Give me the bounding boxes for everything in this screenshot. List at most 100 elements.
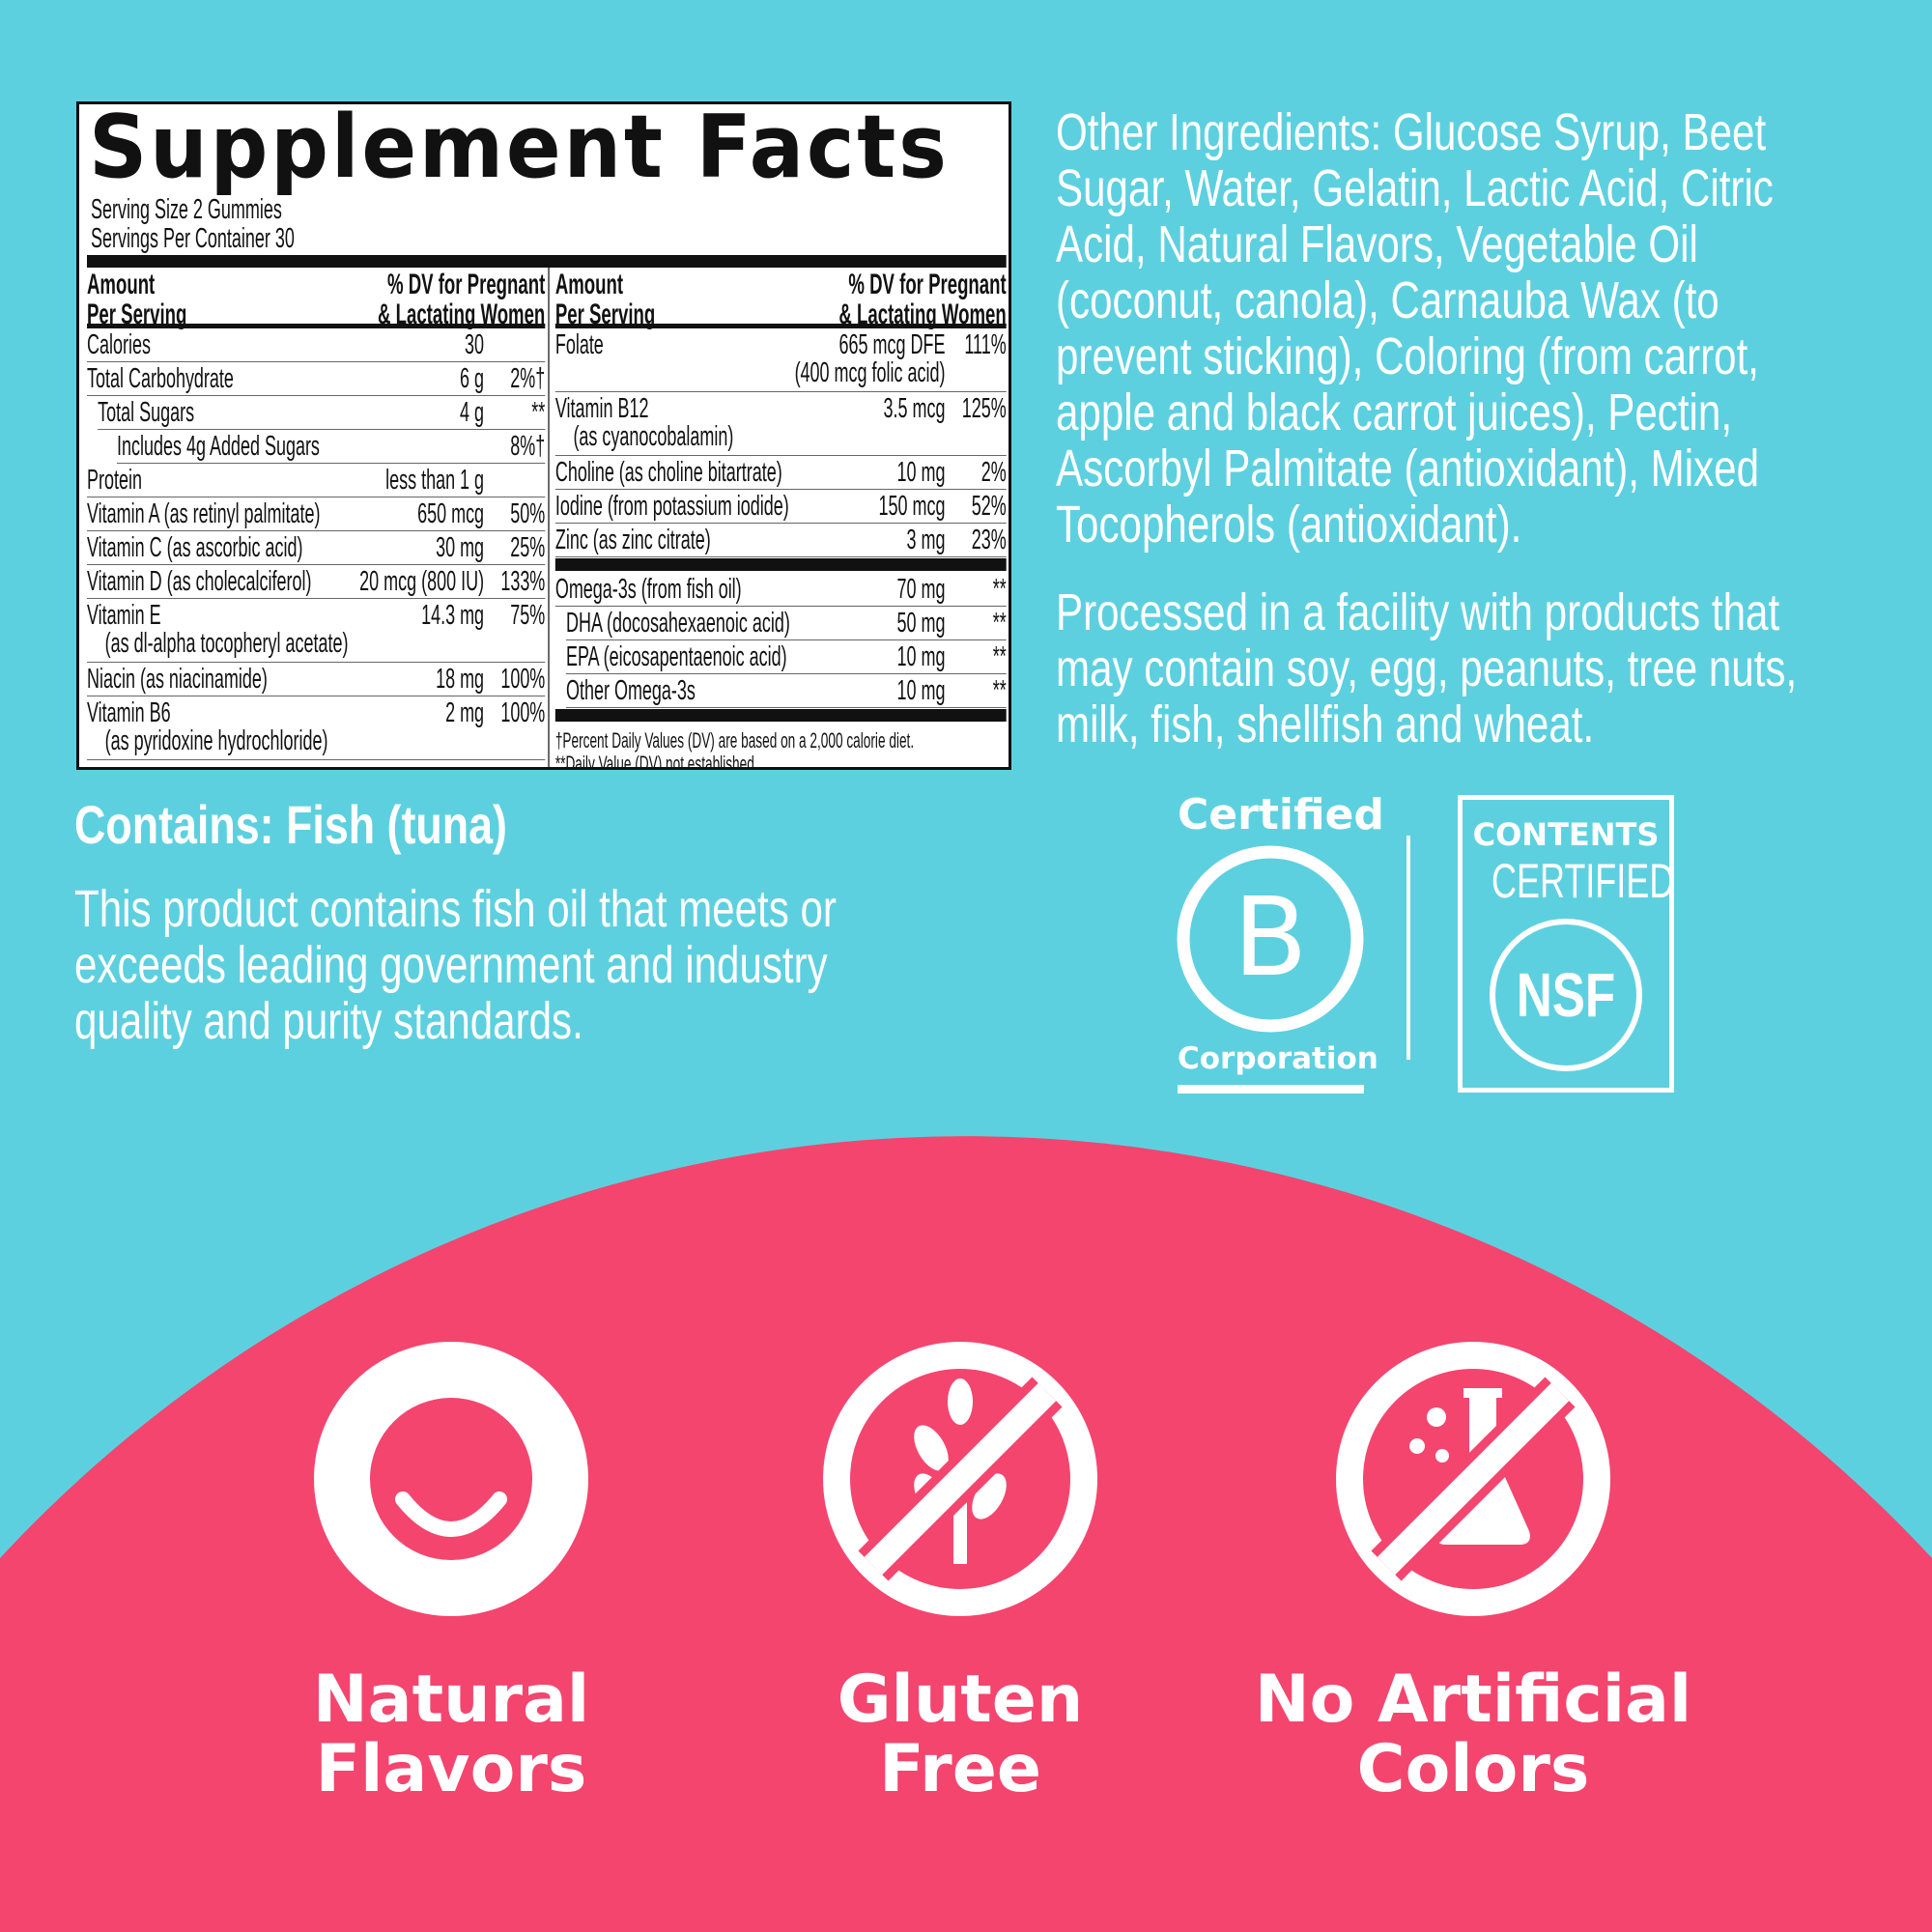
nutrient-dv: 100% <box>500 697 546 728</box>
servings-per-container: Servings Per Container 30 <box>91 223 295 254</box>
nutrient-dv <box>492 331 546 361</box>
bcorp-circle-icon: B <box>1177 845 1364 1033</box>
nutrient-name: Calories <box>87 329 151 360</box>
nutrient-source: (as pyridoxine hydrochloride) <box>104 725 328 756</box>
nutrient-amount: 3 mg <box>906 525 946 555</box>
header-amount: Amount <box>554 269 624 300</box>
nutrient-row: Other Omega-3s 10 mg ** <box>566 674 1007 708</box>
nutrient-name: Iodine (from potassium iodide) <box>554 491 789 522</box>
nutrient-dv: 23% <box>971 525 1007 555</box>
nutrient-name: Vitamin C (as ascorbic acid) <box>87 532 303 563</box>
nutrient-name: Includes 4g Added Sugars <box>117 431 320 462</box>
fish-oil-statement: This product contains fish oil that meet… <box>74 881 837 1049</box>
nsf-mark: NSF <box>1517 962 1615 1031</box>
nutrient-row: Vitamin E (as dl-alpha tocopheryl acetate… <box>87 599 546 663</box>
nutrient-amount: 665 mcg DFE <box>838 329 946 360</box>
header-dv: % DV for Pregnant <box>848 269 1007 300</box>
nutrient-row: Niacin (as niacinamide) 18 mg 100% <box>87 663 546 696</box>
nutrient-row: Folate 665 mcg DFE (400 mcg folic acid) 111… <box>554 328 1007 392</box>
nutrient-amount: 2 mg <box>445 697 485 728</box>
nutrient-name: Vitamin E <box>87 600 161 631</box>
nutrient-row: Vitamin B6 (as pyridoxine hydrochloride) 2… <box>87 696 546 760</box>
nutrient-row: Iodine (from potassium iodide) 150 mcg 52% <box>554 490 1007 524</box>
text-line: (coconut, canola), Carnauba Wax (to <box>1056 271 1719 329</box>
bcorp-certified: Certified <box>1178 790 1384 839</box>
text-line: exceeds leading government and industry <box>74 936 828 994</box>
nutrient-name: Vitamin B6 <box>87 697 171 728</box>
nutrient-dv <box>492 467 546 497</box>
nutrient-row: Calories 30 <box>87 328 546 362</box>
column-header: Amount Per Serving % DV for Pregnant & Lac… <box>554 268 1007 329</box>
feature-line: Free <box>879 1731 1041 1807</box>
nutrient-amount: less than 1 g <box>385 465 485 496</box>
footnote-not-established: **Daily Value (DV) not established. <box>554 752 758 770</box>
nutrient-row: Total Sugars 4 g ** <box>98 396 546 430</box>
nutrient-amount: 20 mcg (800 IU) <box>359 566 485 597</box>
nutrient-dv: 133% <box>500 566 546 597</box>
nutrient-name: Vitamin B12 <box>554 393 649 424</box>
nutrient-amount: 14.3 mg <box>421 600 485 631</box>
smile-icon <box>314 1342 588 1616</box>
nutrient-name: Other Omega-3s <box>566 675 696 706</box>
nutrient-amount: 150 mcg <box>878 491 946 522</box>
nutrient-amount: 70 mg <box>896 574 946 605</box>
nutrient-dv: ** <box>992 608 1007 639</box>
text-line: This product contains fish oil that meet… <box>74 880 837 938</box>
nutrient-dv: 8%† <box>510 431 546 462</box>
nutrient-source: (as dl-alpha tocopheryl acetate) <box>104 628 349 659</box>
text-line: prevent sticking), Coloring (from carrot… <box>1056 327 1759 385</box>
footnotes: †Percent Daily Values (DV) are based on … <box>554 724 1007 770</box>
top-bar <box>87 255 1007 268</box>
nutrient-row: Omega-3s (from fish oil) 70 mg ** <box>554 573 1007 607</box>
nutrient-row: EPA (eicosapentaenoic acid) 10 mg ** <box>566 640 1007 674</box>
text-line: Acid, Natural Flavors, Vegetable Oil <box>1056 215 1698 273</box>
nutrient-amount: 6 g <box>460 363 485 394</box>
nutrient-dv: 100% <box>500 664 546 695</box>
nutrient-name: Choline (as choline bitartrate) <box>554 457 782 488</box>
nutrient-amount: 30 mg <box>436 532 485 563</box>
nutrient-name: Total Sugars <box>98 397 195 428</box>
nutrient-name: Zinc (as zinc citrate) <box>554 525 711 555</box>
text-line: Processed in a facility with products th… <box>1056 583 1780 641</box>
logo-divider <box>1406 836 1410 1060</box>
nutrient-name: EPA (eicosapentaenoic acid) <box>566 641 787 672</box>
nutrient-dv: 52% <box>971 491 1007 522</box>
nutrient-dv: 75% <box>510 600 546 631</box>
nutrient-dv: 2% <box>980 457 1007 488</box>
bcorp-corporation: Corporation <box>1178 1041 1378 1076</box>
nutrient-dv: ** <box>992 641 1007 672</box>
nutrient-name: Folate <box>554 329 604 360</box>
serving-size: Serving Size 2 Gummies <box>91 194 282 225</box>
right-column: Amount Per Serving % DV for Pregnant & Lac… <box>548 268 1007 770</box>
nutrient-name: Total Carbohydrate <box>87 363 234 394</box>
header-dv: % DV for Pregnant <box>387 269 546 300</box>
serving-info: Serving Size 2 Gummies Servings Per Cont… <box>91 195 929 253</box>
contains-allergen: Contains: Fish (tuna) <box>74 794 507 855</box>
nutrient-row: Zinc (as zinc citrate) 3 mg 23% <box>554 524 1007 557</box>
text-line: Sugar, Water, Gelatin, Lactic Acid, Citr… <box>1056 159 1774 217</box>
feature-line: Colors <box>1356 1731 1590 1807</box>
nutrient-row: Total Carbohydrate 6 g 2%† <box>87 362 546 396</box>
nsf-certified: CERTIFIED <box>1491 854 1675 908</box>
text-line: Other Ingredients: Glucose Syrup, Beet <box>1056 103 1767 161</box>
nutrient-amount: 4 g <box>460 397 485 428</box>
nutrient-row: Protein less than 1 g <box>87 464 546 497</box>
supplement-facts-panel: Supplement Facts Serving Size 2 Gummies … <box>76 101 1011 770</box>
bcorp-letter: B <box>1234 875 1308 1001</box>
text-line: Ascorbyl Palmitate (antioxidant), Mixed <box>1056 440 1760 497</box>
nutrient-source: (as cyanocobalamin) <box>573 421 734 452</box>
nutrient-name: Vitamin A (as retinyl palmitate) <box>87 498 321 529</box>
nsf-contents: CONTENTS <box>1472 816 1660 853</box>
column-header: Amount Per Serving % DV for Pregnant & Lac… <box>87 268 546 329</box>
panel-title: Supplement Facts <box>89 101 950 198</box>
nutrient-amount: 3.5 mcg <box>883 393 946 424</box>
nutrient-name: Omega-3s (from fish oil) <box>554 574 742 605</box>
no-flask-icon <box>1336 1342 1610 1616</box>
feature-no-artificial-colors: No Artificial Colors <box>1232 1665 1715 1804</box>
nsf-circle-icon: NSF <box>1490 919 1642 1071</box>
nsf-certified-logo: CONTENTS CERTIFIED NSF <box>1458 795 1674 1093</box>
nutrient-name: Niacin (as niacinamide) <box>87 664 268 695</box>
section-bar <box>554 558 1007 571</box>
allergen-facility-statement: Processed in a facility with products th… <box>1056 584 1797 753</box>
nutrient-amount: 18 mg <box>436 664 485 695</box>
